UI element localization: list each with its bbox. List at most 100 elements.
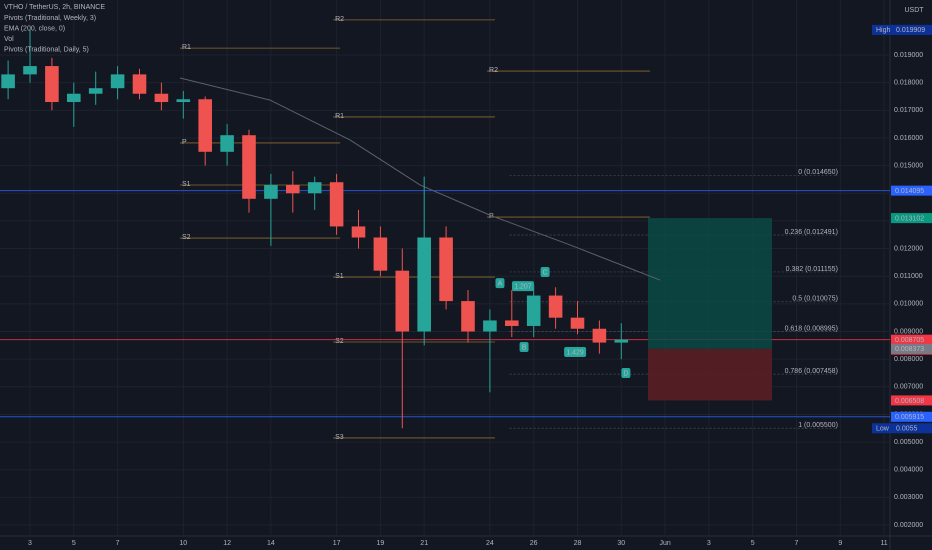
fib-label: 1 (0.005500)	[798, 422, 838, 429]
price-tag-value: 0.008705	[895, 337, 924, 344]
pattern-point	[540, 267, 550, 278]
price-tag-value: 0.008373	[895, 346, 924, 353]
x-tick-label: 3	[28, 540, 32, 547]
price-tag-bg	[891, 395, 932, 406]
y-tick-label: 0.008000	[894, 356, 923, 363]
candle-body	[45, 66, 59, 103]
pattern-point	[495, 278, 505, 289]
profit-zone	[648, 218, 772, 349]
candle-body	[1, 74, 15, 89]
fib-label: 0.786 (0.007458)	[785, 368, 838, 375]
fib-label: 0.5 (0.010075)	[792, 296, 838, 303]
price-tag-bg	[891, 213, 932, 224]
x-tick-label: 14	[267, 540, 275, 547]
candle-body	[526, 295, 541, 326]
indicator-label: Vol	[4, 36, 14, 43]
y-tick-label: 0.019000	[894, 52, 923, 59]
y-tick-label: 0.015000	[894, 162, 923, 169]
chart-title: VTHO / TetherUS, 2h, BINANCE	[4, 4, 105, 11]
pivot-label: R2	[335, 16, 344, 23]
x-tick-label: Jun	[659, 540, 670, 547]
price-tag-value: 0.005915	[895, 414, 924, 421]
price-tag-value: 0.019909	[896, 27, 925, 34]
candle-body	[417, 237, 431, 332]
candle-body	[220, 135, 234, 152]
candle-body	[23, 66, 37, 75]
price-tag-value: 0.013102	[895, 215, 924, 222]
y-tick-label: 0.012000	[894, 245, 923, 252]
x-tick-label: 7	[795, 540, 799, 547]
y-tick-label: 0.011000	[894, 273, 923, 280]
ratio-label: 1.429	[566, 349, 584, 356]
candle-body	[286, 184, 300, 194]
x-tick-label: 3	[707, 540, 711, 547]
x-tick-label: 19	[376, 540, 384, 547]
x-tick-label: 11	[880, 540, 887, 547]
y-tick-label: 0.009000	[894, 328, 923, 335]
candle-body	[614, 339, 629, 343]
candle-body	[307, 182, 322, 194]
y-tick-label: 0.002000	[894, 522, 923, 529]
candle-body	[570, 317, 585, 329]
ema-line	[179, 77, 661, 281]
y-tick-label: 0.010000	[894, 301, 923, 308]
pivot-label: P	[182, 139, 187, 146]
pivot-label: S2	[182, 234, 191, 241]
y-tick-label: 0.016000	[894, 135, 923, 142]
ratio-label: 1.207	[514, 284, 532, 291]
x-tick-label: 21	[420, 540, 428, 547]
price-tag-value: 0.006508	[895, 398, 924, 405]
candle-body	[154, 93, 169, 103]
candle-body	[483, 320, 497, 332]
pivot-label: R2	[489, 67, 498, 74]
pivot-label: S1	[182, 181, 191, 188]
candle-body	[198, 99, 212, 152]
candle-body	[110, 74, 125, 89]
price-tag-value: 0.014095	[895, 188, 924, 195]
y-tick-label: 0.007000	[894, 384, 923, 391]
x-tick-label: 9	[838, 540, 842, 547]
candle-body	[373, 237, 388, 271]
x-tick-label: 5	[751, 540, 755, 547]
candle-body	[329, 182, 344, 227]
x-tick-label: 17	[333, 540, 341, 547]
pivot-label: S2	[335, 338, 344, 345]
fib-label: 0.236 (0.012491)	[785, 229, 838, 236]
candle-body	[176, 99, 191, 103]
candle-body	[592, 328, 607, 343]
y-tick-label: 0.003000	[894, 494, 923, 501]
candle-body	[88, 88, 103, 94]
pattern-point	[519, 341, 529, 352]
candle-body	[242, 135, 256, 199]
price-tag-bg	[872, 24, 932, 35]
x-tick-label: 30	[617, 540, 625, 547]
pivot-label: R1	[335, 113, 344, 120]
pattern-label: B	[522, 344, 527, 351]
price-tag-value: 0.0055	[896, 426, 918, 433]
fib-label: 0.618 (0.008995)	[785, 325, 838, 332]
candle-body	[439, 237, 453, 302]
x-tick-label: 24	[486, 540, 494, 547]
candle-body	[395, 270, 410, 332]
candle-body	[67, 93, 81, 103]
loss-zone	[648, 348, 772, 401]
pivot-label: S3	[335, 434, 344, 441]
price-tag-bg	[891, 343, 932, 354]
pivot-label: S1	[335, 273, 344, 280]
indicator-label: EMA (200, close, 0)	[4, 25, 65, 32]
fib-label: 0 (0.014650)	[798, 169, 838, 176]
y-tick-label: 0.018000	[894, 80, 923, 87]
pivot-label: P	[489, 213, 494, 220]
candle-body	[351, 226, 366, 238]
ratio-box	[564, 346, 587, 357]
price-tag-name: High	[876, 27, 891, 34]
x-tick-label: 5	[72, 540, 76, 547]
currency: USDT	[904, 7, 924, 14]
y-tick-label: 0.005000	[894, 439, 923, 446]
price-tag-bg	[891, 411, 932, 422]
pivot-label: R1	[182, 44, 191, 51]
price-tag-bg	[872, 423, 932, 434]
price-tag-bg	[891, 185, 932, 196]
candle-body	[264, 184, 278, 199]
